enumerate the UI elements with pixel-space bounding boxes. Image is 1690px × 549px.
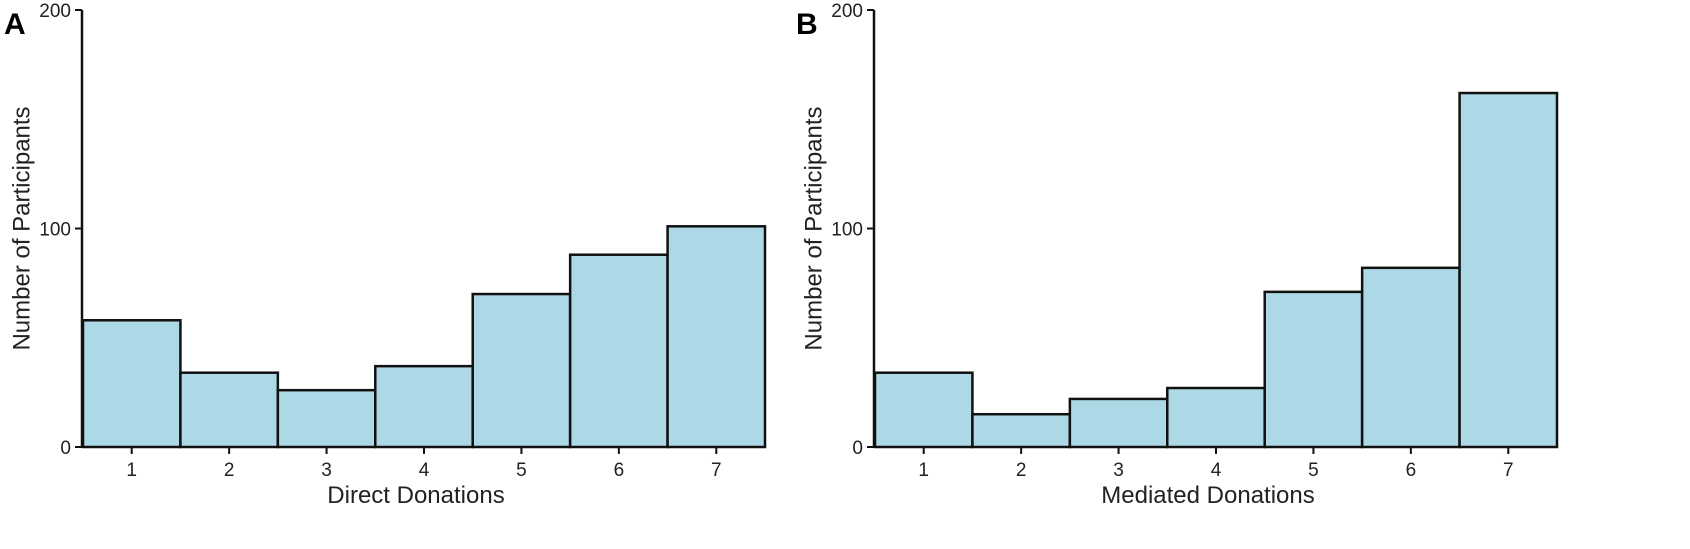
- x-tick-label: 5: [1308, 460, 1319, 481]
- bar-7: [666, 225, 767, 449]
- x-tick-label: 7: [711, 460, 722, 481]
- x-tick-label: 7: [1503, 460, 1514, 481]
- bar-6: [1360, 266, 1461, 449]
- y-tick-label: 100: [831, 220, 863, 241]
- bar-2: [179, 371, 280, 449]
- x-tick-label: 1: [918, 460, 929, 481]
- panel-a: 0 100 200 1 2 3 4 5 6 7 Direct Donations Number of …: [4, 1, 767, 509]
- panel-label: A: [4, 8, 26, 41]
- bar-4: [374, 364, 474, 449]
- x-axis-title: Direct Donations: [327, 482, 504, 509]
- bar-2: [971, 412, 1072, 449]
- panel-b: 0 100 200 1 2 3 4 5 6 7 Mediated Donations Number o…: [796, 1, 1559, 509]
- x-tick-label: 6: [614, 460, 625, 481]
- bar-3: [1068, 397, 1169, 449]
- x-tick-label: 2: [224, 460, 235, 481]
- bar-4: [1166, 386, 1266, 449]
- bar-3: [276, 388, 377, 449]
- x-axis-title: Mediated Donations: [1101, 482, 1314, 509]
- x-tick-label: 4: [419, 460, 430, 481]
- x-tick-label: 6: [1406, 460, 1417, 481]
- y-axis-title: Number of Participants: [801, 106, 828, 350]
- x-tick-label: 2: [1016, 460, 1027, 481]
- y-tick-label: 0: [852, 438, 863, 459]
- bar-5: [1263, 290, 1364, 449]
- x-tick-label: 3: [1113, 460, 1124, 481]
- bar-5: [471, 292, 572, 449]
- bar-6: [568, 253, 669, 449]
- y-axis-title: Number of Participants: [9, 106, 36, 350]
- x-tick-label: 1: [126, 460, 137, 481]
- bar-1: [873, 371, 974, 449]
- panel-label: B: [796, 8, 818, 41]
- y-tick-label: 200: [39, 1, 71, 22]
- y-tick-label: 100: [39, 220, 71, 241]
- x-tick-label: 5: [516, 460, 527, 481]
- x-tick-label: 4: [1211, 460, 1222, 481]
- y-tick-label: 0: [60, 438, 71, 459]
- bar-7: [1458, 91, 1559, 449]
- x-tick-label: 3: [321, 460, 332, 481]
- bar-1: [81, 319, 182, 449]
- y-tick-label: 200: [831, 1, 863, 22]
